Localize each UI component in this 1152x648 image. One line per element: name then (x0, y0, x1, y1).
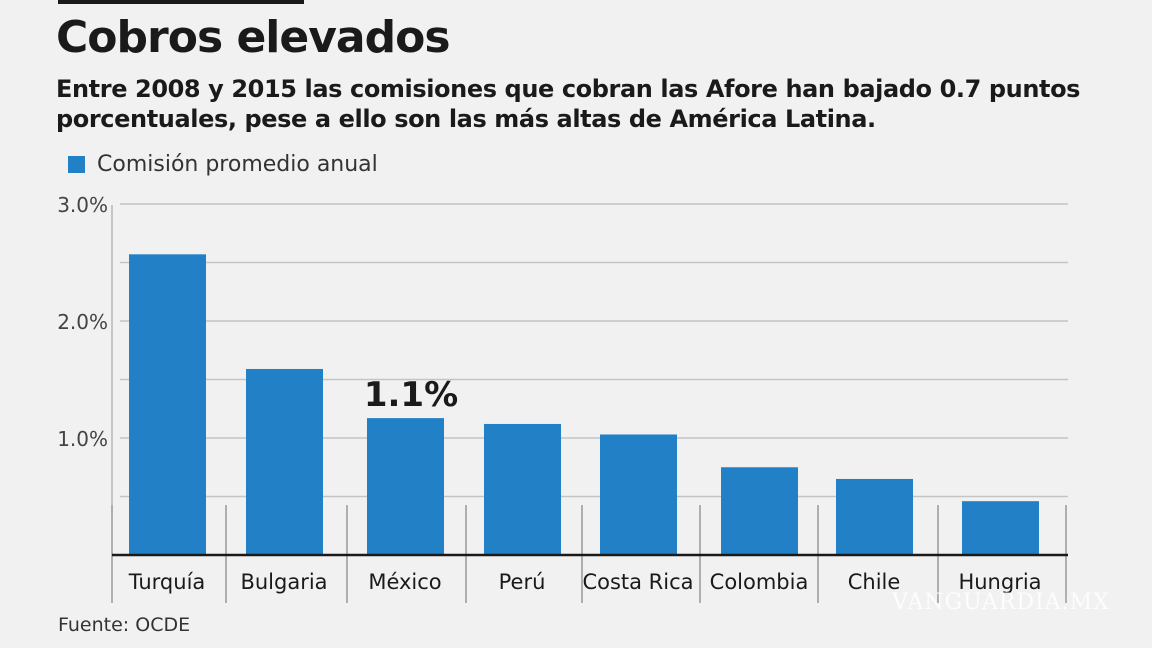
legend-swatch (68, 156, 85, 173)
y-tick-label: 2.0% (57, 310, 108, 334)
bar-hungria (962, 501, 1039, 555)
bar-colombia (721, 467, 798, 555)
x-tick-label: Bulgaria (240, 570, 327, 594)
chart-title: Cobros elevados (56, 12, 451, 63)
source-note: Fuente: OCDE (58, 614, 191, 636)
top-rule (58, 0, 304, 4)
bar-costa-rica (600, 434, 677, 555)
legend-label: Comisión promedio anual (97, 152, 378, 177)
x-tick-label: Turquía (128, 570, 206, 594)
legend: Comisión promedio anual (68, 152, 378, 177)
bar-turquía (129, 254, 206, 555)
y-tick-label: 1.0% (57, 427, 108, 451)
x-tick-label: Hungria (958, 570, 1041, 594)
bar-méxico (367, 418, 444, 555)
bar-bulgaria (246, 368, 323, 555)
watermark: VANGUARDIA.MX (892, 590, 1110, 615)
bar-chile (836, 478, 913, 555)
bar-perú (484, 423, 561, 555)
x-tick-label: México (368, 570, 441, 594)
x-tick-label: Costa Rica (582, 570, 693, 594)
chart-subtitle: Entre 2008 y 2015 las comisiones que cob… (56, 75, 1081, 133)
x-tick-label: Perú (499, 570, 546, 594)
x-tick-label: Colombia (710, 570, 809, 594)
data-label: 1.1% (364, 375, 458, 415)
y-tick-label: 3.0% (57, 193, 108, 217)
x-tick-label: Chile (848, 570, 901, 594)
